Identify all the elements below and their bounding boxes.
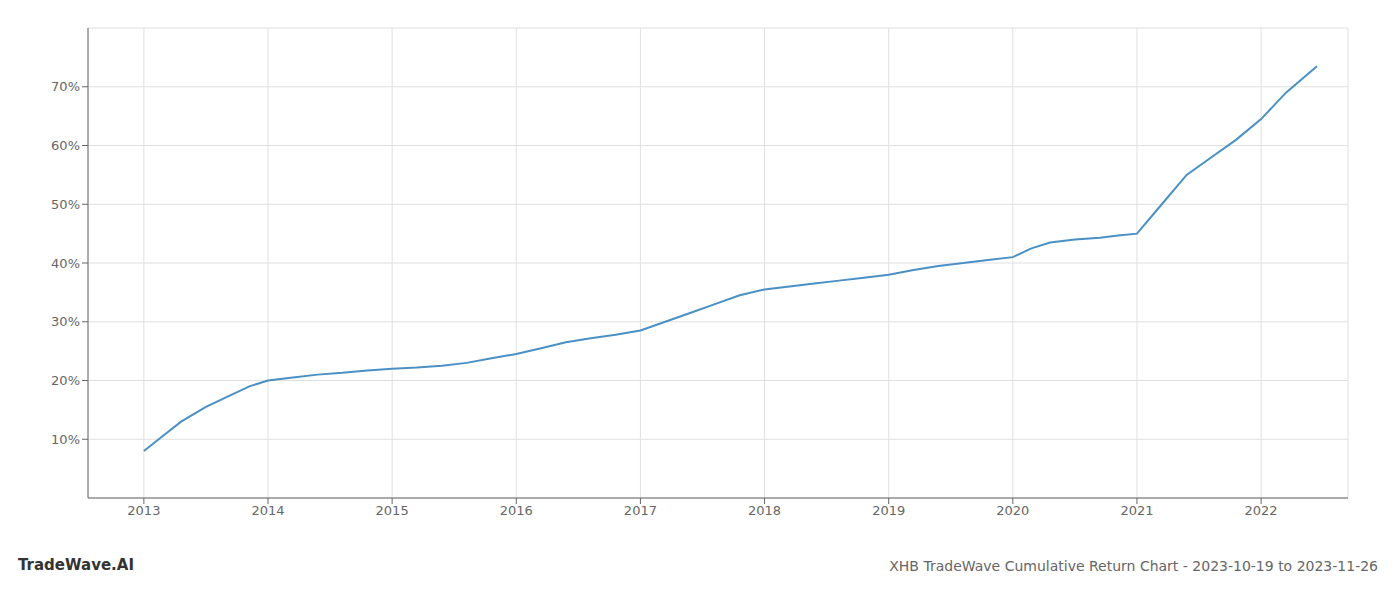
svg-text:50%: 50% xyxy=(51,197,80,212)
svg-text:2018: 2018 xyxy=(748,503,781,518)
svg-text:10%: 10% xyxy=(51,432,80,447)
svg-text:2013: 2013 xyxy=(127,503,160,518)
svg-text:2015: 2015 xyxy=(376,503,409,518)
svg-text:2021: 2021 xyxy=(1120,503,1153,518)
svg-text:2022: 2022 xyxy=(1245,503,1278,518)
html-text:TradeWave.AI: TradeWave.AI xyxy=(18,556,134,574)
svg-text:30%: 30% xyxy=(51,314,80,329)
svg-text:2014: 2014 xyxy=(251,503,284,518)
svg-text:70%: 70% xyxy=(51,79,80,94)
svg-text:2016: 2016 xyxy=(500,503,533,518)
html-text:XHB TradeWave Cumulative Retur: XHB TradeWave Cumulative Return Chart - … xyxy=(889,558,1378,574)
svg-text:20%: 20% xyxy=(51,373,80,388)
svg-text:2017: 2017 xyxy=(624,503,657,518)
svg-text:40%: 40% xyxy=(51,256,80,271)
svg-text:2020: 2020 xyxy=(996,503,1029,518)
svg-text:2019: 2019 xyxy=(872,503,905,518)
svg-text:60%: 60% xyxy=(51,138,80,153)
